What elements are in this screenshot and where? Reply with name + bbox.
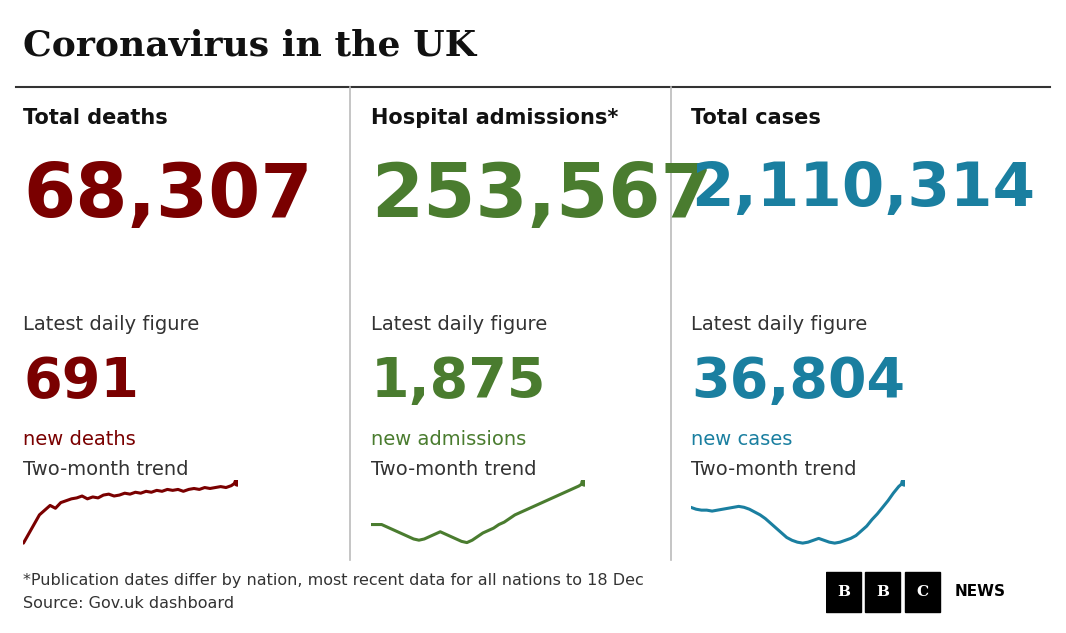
Text: new deaths: new deaths	[23, 430, 136, 449]
Text: Latest daily figure: Latest daily figure	[371, 315, 547, 334]
Text: C: C	[917, 585, 928, 599]
Text: Hospital admissions*: Hospital admissions*	[371, 108, 618, 128]
Text: Total deaths: Total deaths	[23, 108, 168, 128]
Text: Latest daily figure: Latest daily figure	[23, 315, 199, 334]
Text: Coronavirus in the UK: Coronavirus in the UK	[23, 28, 477, 63]
Text: 691: 691	[23, 355, 140, 409]
Text: NEWS: NEWS	[955, 584, 1006, 599]
Text: Two-month trend: Two-month trend	[23, 460, 189, 479]
Text: Total cases: Total cases	[691, 108, 821, 128]
Bar	[826, 572, 861, 612]
Text: Latest daily figure: Latest daily figure	[691, 315, 867, 334]
Text: Source: Gov.uk dashboard: Source: Gov.uk dashboard	[23, 596, 235, 611]
Text: *Publication dates differ by nation, most recent data for all nations to 18 Dec: *Publication dates differ by nation, mos…	[23, 573, 644, 588]
Text: 253,567: 253,567	[371, 160, 713, 233]
Text: new cases: new cases	[691, 430, 792, 449]
Text: new admissions: new admissions	[371, 430, 527, 449]
Text: B: B	[876, 585, 889, 599]
Text: 36,804: 36,804	[691, 355, 905, 409]
Text: 1,875: 1,875	[371, 355, 547, 409]
Bar	[905, 572, 940, 612]
Text: B: B	[837, 585, 850, 599]
Text: Two-month trend: Two-month trend	[371, 460, 536, 479]
Text: 2,110,314: 2,110,314	[691, 160, 1035, 219]
Text: 68,307: 68,307	[23, 160, 313, 233]
Bar	[866, 572, 901, 612]
Text: Two-month trend: Two-month trend	[691, 460, 856, 479]
